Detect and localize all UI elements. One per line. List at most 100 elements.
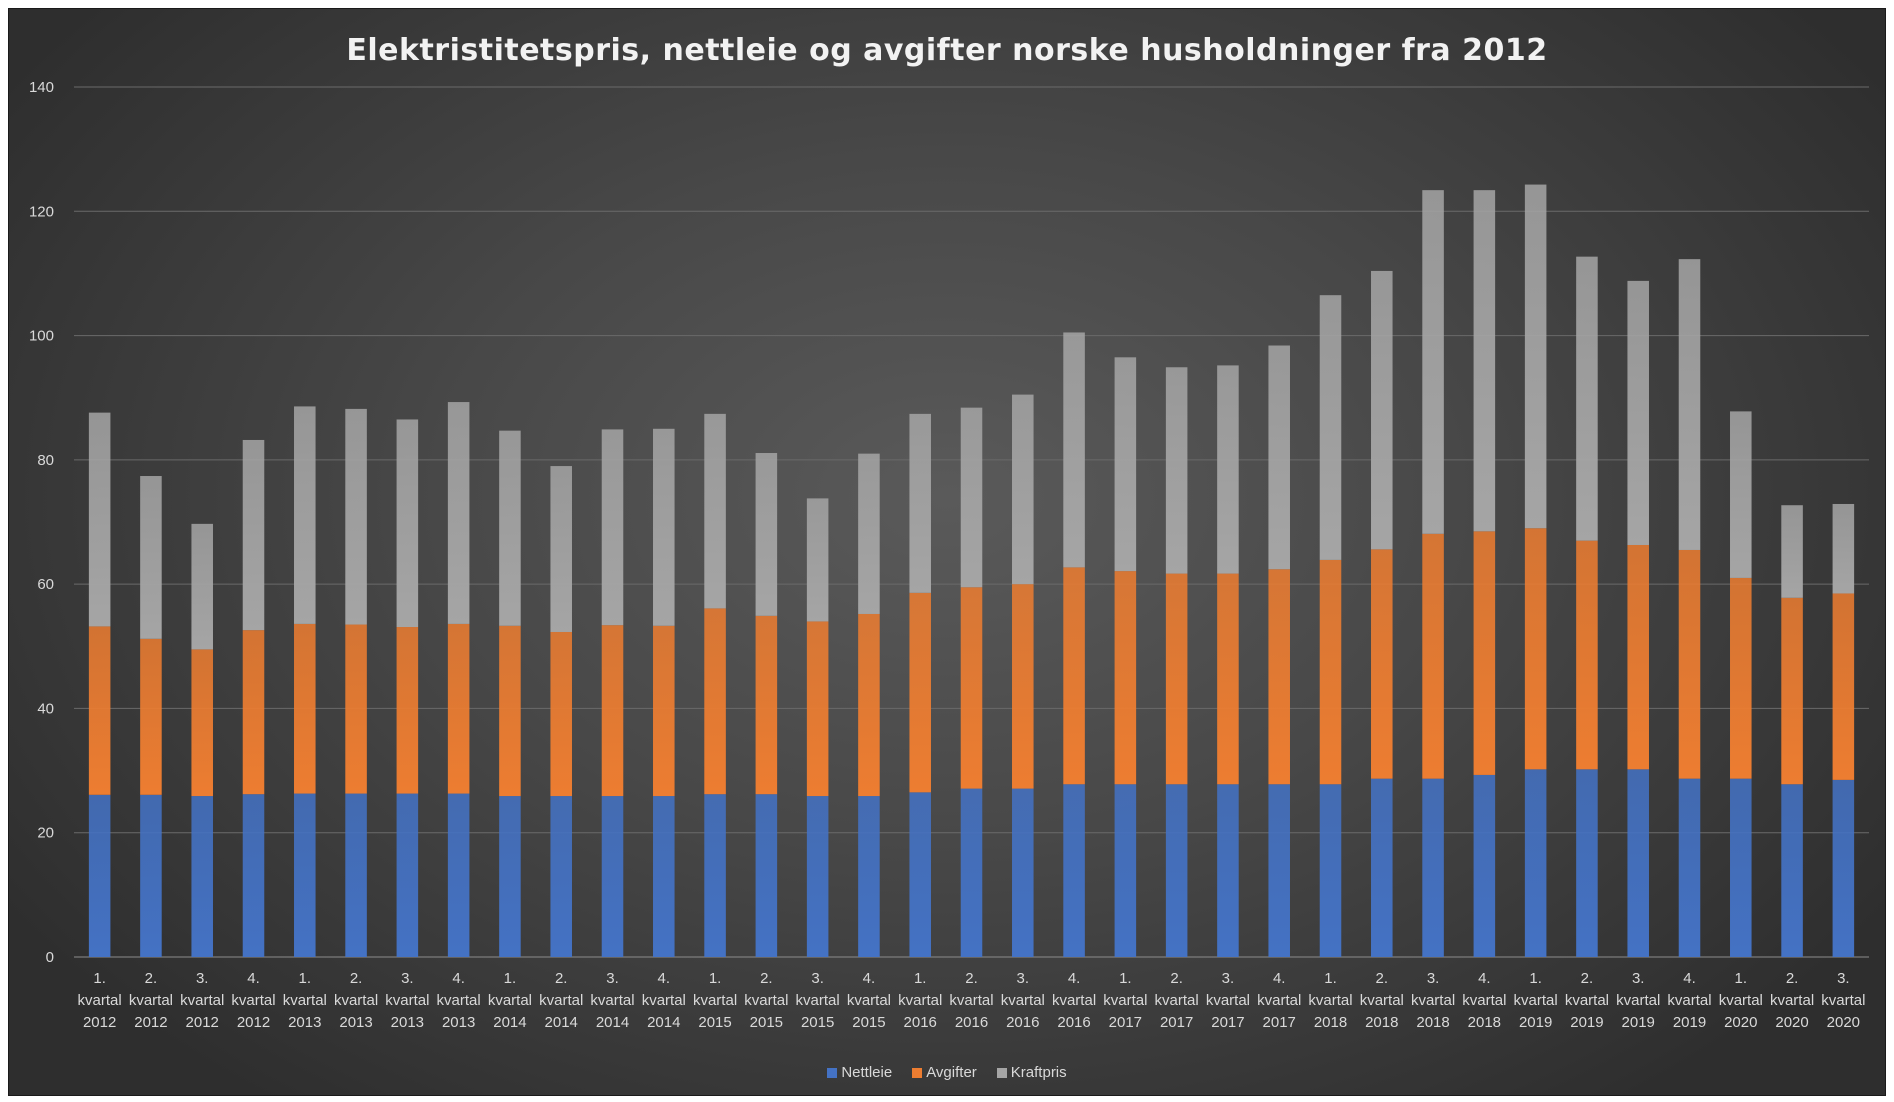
bar-kraftpris xyxy=(1422,190,1444,534)
x-tick-label: 2015 xyxy=(801,1014,834,1031)
x-tick-label: kvartal xyxy=(1103,992,1147,1009)
bar-nettleie xyxy=(242,794,265,957)
bar-kraftpris xyxy=(960,407,983,588)
x-tick-label: 3. xyxy=(196,970,209,987)
bar-kraftpris xyxy=(1063,332,1085,568)
x-tick-label: kvartal xyxy=(437,992,481,1009)
x-tick-label: 3. xyxy=(1017,970,1030,987)
bar-kraftpris xyxy=(1114,357,1137,572)
x-tick-label: 2013 xyxy=(391,1014,424,1031)
legend-swatch xyxy=(827,1067,838,1078)
bar-nettleie xyxy=(1627,769,1649,957)
bar-avgifter xyxy=(806,621,829,797)
x-tick-label: kvartal xyxy=(1514,992,1558,1009)
x-tick-label: 2015 xyxy=(852,1014,885,1031)
x-tick-label: kvartal xyxy=(283,992,327,1009)
x-tick-label: kvartal xyxy=(1257,992,1301,1009)
bar-avgifter xyxy=(1678,549,1701,779)
x-tick-label: 2018 xyxy=(1314,1014,1347,1031)
x-tick-label: 2. xyxy=(350,970,363,987)
x-tick-label: 3. xyxy=(401,970,414,987)
bar-kraftpris xyxy=(1730,411,1752,578)
bar-kraftpris xyxy=(550,466,572,632)
bar-nettleie xyxy=(1217,784,1239,957)
bar-nettleie xyxy=(806,796,829,957)
x-tick-label: kvartal xyxy=(1616,992,1660,1009)
bar-nettleie xyxy=(1012,788,1034,957)
bar-nettleie xyxy=(1576,769,1598,957)
bar-avgifter xyxy=(140,638,162,795)
bar-nettleie xyxy=(88,794,111,957)
x-tick-label: 2014 xyxy=(545,1014,578,1031)
y-tick-label: 140 xyxy=(29,79,54,96)
bar-avgifter xyxy=(1576,540,1598,770)
x-tick-label: 2012 xyxy=(237,1014,270,1031)
bar-kraftpris xyxy=(1268,345,1290,570)
bar-nettleie xyxy=(960,788,983,957)
bar-kraftpris xyxy=(1012,394,1034,585)
legend-swatch xyxy=(912,1067,923,1078)
bar-kraftpris xyxy=(1371,270,1393,550)
chart-title: Elektristitetspris, nettleie og avgifter… xyxy=(346,33,1548,68)
bar-avgifter xyxy=(242,630,265,795)
bar-kraftpris xyxy=(345,408,367,625)
bar-kraftpris xyxy=(1832,503,1855,594)
bar-kraftpris xyxy=(909,413,931,593)
bar-nettleie xyxy=(396,793,419,957)
x-tick-label: 2015 xyxy=(698,1014,731,1031)
bar-nettleie xyxy=(1473,774,1496,957)
plot-area: 0 20 40 60 80 100 120 140 1. kvartal 2012 2. kvarta… xyxy=(29,79,1869,1031)
x-tick-label: 2013 xyxy=(442,1014,475,1031)
x-tick-label: kvartal xyxy=(1565,992,1609,1009)
bar-avgifter xyxy=(1473,531,1496,775)
x-tick-label: 1. xyxy=(1735,970,1748,987)
x-tick-label: 1. xyxy=(1119,970,1132,987)
bar-kraftpris xyxy=(1319,295,1342,560)
x-tick-label: kvartal xyxy=(1462,992,1506,1009)
x-tick-label: 2. xyxy=(1170,970,1183,987)
legend-label: Nettleie xyxy=(841,1064,893,1081)
x-tick-label: 2. xyxy=(145,970,158,987)
y-tick-label: 80 xyxy=(37,452,54,469)
x-tick-label: 1. xyxy=(504,970,517,987)
bar-nettleie xyxy=(1319,784,1342,957)
bar-avgifter xyxy=(960,587,983,789)
x-tick-label: 2012 xyxy=(134,1014,167,1031)
bar-avgifter xyxy=(1012,584,1034,789)
bar-avgifter xyxy=(704,608,726,795)
y-tick-label: 100 xyxy=(29,328,54,345)
x-tick-label: 2014 xyxy=(493,1014,526,1031)
bar-avgifter xyxy=(1730,577,1752,779)
bar-avgifter xyxy=(345,624,367,794)
bar-nettleie xyxy=(550,796,572,957)
bar-nettleie xyxy=(1422,778,1444,957)
x-tick-label: 1. xyxy=(914,970,927,987)
x-tick-label: kvartal xyxy=(693,992,737,1009)
bar-nettleie xyxy=(294,793,316,957)
bar-nettleie xyxy=(499,796,521,957)
x-tick-label: 1. xyxy=(1529,970,1542,987)
bar-nettleie xyxy=(1678,778,1701,957)
x-tick-label: 2019 xyxy=(1673,1014,1706,1031)
legend-item: Nettleie xyxy=(827,1064,892,1081)
x-tick-label: 3. xyxy=(1222,970,1235,987)
x-tick-label: 3. xyxy=(1837,970,1850,987)
x-tick-label: 4. xyxy=(1478,970,1491,987)
y-tick-label: 120 xyxy=(29,203,54,220)
x-tick-label: kvartal xyxy=(1052,992,1096,1009)
bar-nettleie xyxy=(1268,784,1290,957)
x-tick-label: 2013 xyxy=(339,1014,372,1031)
bar-nettleie xyxy=(755,794,778,957)
bar-kraftpris xyxy=(140,476,162,639)
bar-kraftpris xyxy=(704,413,726,609)
bar-kraftpris xyxy=(396,419,419,628)
bar-nettleie xyxy=(1063,784,1085,957)
bar-avgifter xyxy=(1114,571,1137,785)
x-tick-label: 1. xyxy=(299,970,312,987)
bar-nettleie xyxy=(1114,784,1137,957)
x-tick-label: 3. xyxy=(1427,970,1440,987)
x-tick-label: 2017 xyxy=(1109,1014,1142,1031)
x-tick-label: kvartal xyxy=(334,992,378,1009)
x-tick-label: 2016 xyxy=(955,1014,988,1031)
bar-kraftpris xyxy=(242,439,265,631)
